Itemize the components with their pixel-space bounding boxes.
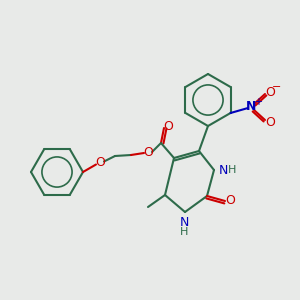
Text: O: O	[95, 157, 105, 169]
Text: N: N	[218, 164, 228, 176]
Text: +: +	[254, 97, 262, 107]
Text: O: O	[143, 146, 153, 160]
Text: O: O	[265, 116, 275, 128]
Text: O: O	[225, 194, 235, 208]
Text: H: H	[228, 165, 236, 175]
Text: O: O	[163, 119, 173, 133]
Text: −: −	[272, 82, 282, 92]
Text: O: O	[265, 85, 275, 98]
Text: N: N	[179, 217, 189, 230]
Text: N: N	[246, 100, 256, 113]
Text: H: H	[180, 227, 188, 237]
